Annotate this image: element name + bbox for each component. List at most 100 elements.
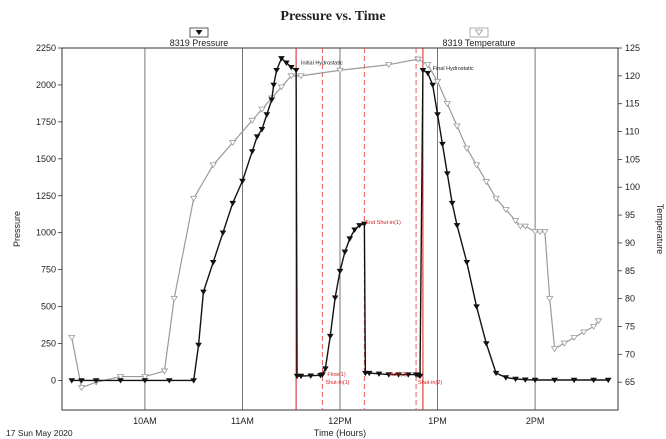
pressure-point bbox=[434, 112, 441, 118]
pressure-point bbox=[219, 230, 227, 236]
annotation-label: Flow(1) bbox=[327, 372, 346, 378]
pressure-point bbox=[522, 377, 529, 383]
pressure-point bbox=[287, 64, 295, 71]
y-left-tick-label: 1500 bbox=[36, 154, 56, 164]
x-tick-label: 10AM bbox=[133, 416, 157, 426]
annotation-label: Shut-in(1) bbox=[325, 380, 349, 386]
pressure-point bbox=[268, 97, 276, 103]
pressure-point bbox=[248, 149, 256, 155]
temperature-point bbox=[141, 374, 149, 381]
pressure-point bbox=[604, 377, 612, 384]
y-right-tick-label: 70 bbox=[625, 349, 635, 359]
pressure-point bbox=[448, 200, 456, 207]
temperature-point bbox=[170, 296, 178, 303]
temperature-point bbox=[536, 229, 544, 236]
y-right-tick-label: 105 bbox=[625, 154, 640, 164]
temperature-point bbox=[482, 179, 491, 186]
y-axis-right-label: Temperature bbox=[655, 204, 665, 255]
temperature-point bbox=[258, 106, 266, 113]
temperature-point bbox=[336, 67, 344, 74]
pressure-point bbox=[419, 67, 427, 74]
y-axis-left-label: Pressure bbox=[12, 211, 22, 247]
temperature-point bbox=[433, 78, 442, 85]
y-left-tick-label: 2000 bbox=[36, 80, 56, 90]
temperature-point bbox=[502, 207, 510, 213]
temperature-point bbox=[414, 56, 422, 63]
annotation-label: Initial Hydrostatic bbox=[301, 60, 343, 66]
pressure-point bbox=[473, 304, 480, 310]
pressure-point bbox=[502, 375, 510, 381]
y-right-tick-label: 110 bbox=[625, 127, 639, 137]
pressure-point bbox=[273, 67, 280, 74]
pressure-point bbox=[253, 134, 261, 140]
temperature-point bbox=[424, 62, 432, 69]
y-left-tick-label: 750 bbox=[41, 265, 56, 275]
y-right-tick-label: 90 bbox=[625, 238, 635, 248]
temperature-point bbox=[589, 323, 598, 330]
y-right-tick-label: 65 bbox=[625, 377, 635, 387]
pressure-point bbox=[283, 60, 290, 66]
y-right-tick-label: 85 bbox=[625, 266, 635, 276]
temperature-point bbox=[521, 223, 530, 230]
pressure-point bbox=[117, 378, 124, 384]
x-tick-label: 12PM bbox=[328, 416, 352, 426]
legend-label-temperature: 8319 Temperature bbox=[443, 38, 516, 48]
pressure-point bbox=[492, 370, 500, 377]
pressure-point bbox=[92, 378, 100, 384]
annotation-layer: Initial Hydrostatic End Shut-in(1) Flow(1)… bbox=[301, 60, 474, 386]
temperature-point bbox=[248, 117, 256, 124]
pressure-point bbox=[239, 178, 246, 185]
pressure-point bbox=[439, 141, 446, 148]
pressure-point bbox=[404, 372, 412, 378]
y-right-tick-label: 120 bbox=[625, 71, 640, 81]
pressure-legend-icon bbox=[195, 30, 203, 35]
y-left-tick-label: 1250 bbox=[36, 191, 56, 201]
pressure-point bbox=[590, 377, 597, 384]
temperature-point bbox=[209, 162, 217, 169]
y-right-tick-label: 75 bbox=[625, 321, 635, 331]
pressure-point bbox=[453, 223, 461, 229]
temperature-point bbox=[77, 385, 86, 392]
temperature-point bbox=[594, 318, 603, 325]
pressure-point bbox=[375, 371, 383, 377]
pressure-point bbox=[512, 376, 519, 383]
pressure-point bbox=[292, 67, 300, 74]
annotation-label: End Shut-in(1) bbox=[365, 220, 401, 226]
temperature-point bbox=[511, 218, 520, 225]
pressure-point bbox=[322, 366, 329, 372]
temperature-point bbox=[277, 84, 286, 91]
pressure-point bbox=[351, 227, 358, 233]
x-tick-label: 2PM bbox=[526, 416, 545, 426]
pressure-point bbox=[190, 378, 198, 384]
pressure-point bbox=[341, 249, 349, 255]
pressure-point bbox=[346, 236, 354, 242]
pressure-point bbox=[200, 289, 207, 295]
temperature-point bbox=[443, 101, 452, 108]
pressure-point bbox=[463, 260, 471, 266]
pressure-point bbox=[293, 373, 301, 380]
y-right-tick-label: 100 bbox=[625, 182, 640, 192]
pressure-point bbox=[361, 221, 368, 227]
axes: 10AM 11AM 12PM 1PM 2PM 0 250 500 750 1000 1250 1500… bbox=[36, 43, 640, 426]
y-left-tick-label: 1000 bbox=[36, 228, 56, 238]
y-left-tick-label: 500 bbox=[41, 302, 56, 312]
pressure-point bbox=[365, 370, 373, 377]
pressure-point bbox=[429, 82, 436, 89]
temperature-point bbox=[297, 73, 305, 80]
pressure-point bbox=[319, 372, 326, 378]
y-right-tick-label: 125 bbox=[625, 43, 640, 53]
temperature-point bbox=[541, 229, 549, 236]
temperature-point bbox=[545, 296, 554, 303]
series-layer bbox=[68, 56, 612, 392]
pressure-point bbox=[278, 56, 285, 62]
legend-label-pressure: 8319 Pressure bbox=[170, 38, 229, 48]
pressure-point bbox=[531, 377, 539, 384]
annotation-label: Flow(2) bbox=[389, 372, 408, 378]
temperature-point bbox=[116, 374, 125, 381]
pressure-point bbox=[297, 373, 305, 380]
temperature-point bbox=[463, 145, 471, 152]
grid-lines bbox=[144, 48, 536, 410]
temperature-point bbox=[287, 73, 295, 80]
legend: 8319 Pressure 8319 Temperature bbox=[170, 27, 516, 48]
